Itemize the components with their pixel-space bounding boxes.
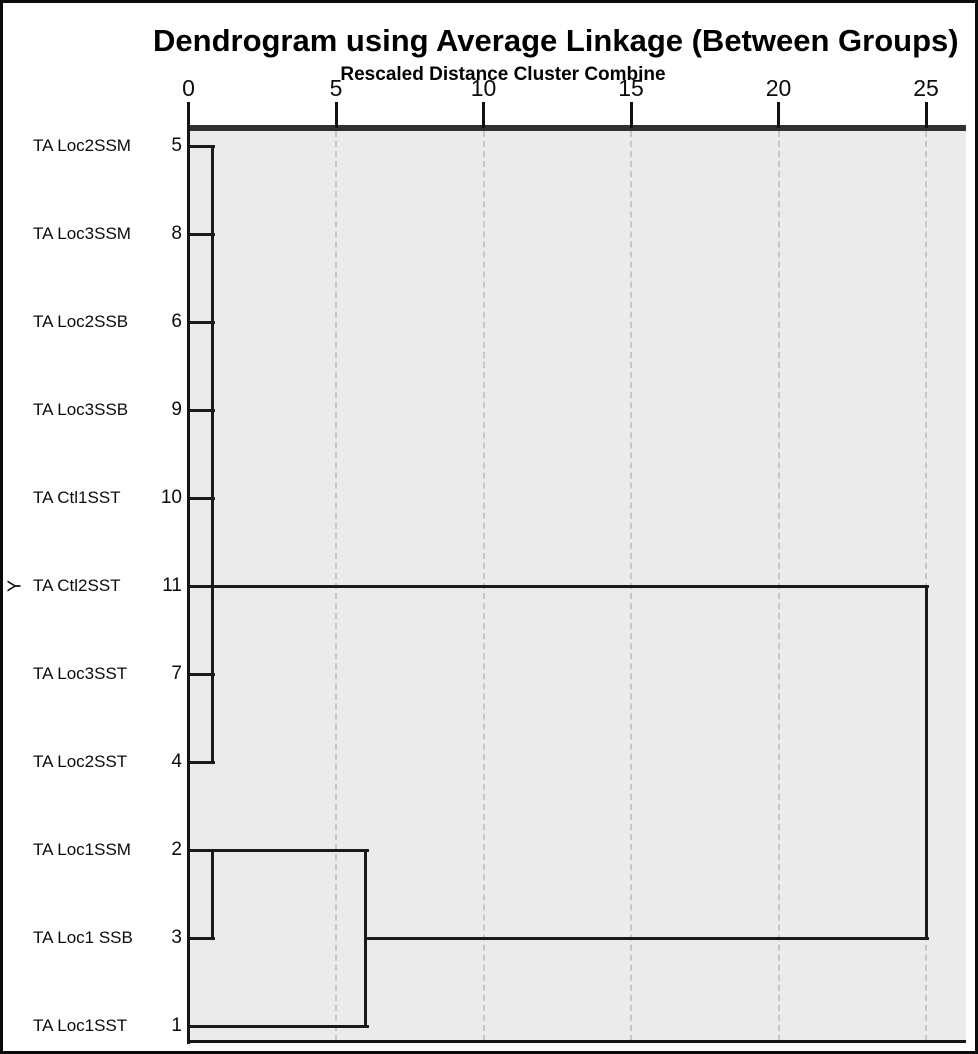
chart-title: Dendrogram using Average Linkage (Betwee…	[153, 23, 959, 58]
leaf-number: 1	[171, 1015, 182, 1036]
case-label: TA Loc1SST	[33, 1016, 128, 1035]
dendrogram-hline	[188, 672, 216, 676]
x-tick-mark	[777, 102, 780, 128]
dendrogram-hline	[188, 408, 216, 412]
case-label: TA Loc3SSB	[33, 400, 129, 419]
dendrogram-hline	[188, 496, 216, 500]
case-label: TA Loc2SST	[33, 752, 128, 771]
dendrogram-hline	[188, 144, 216, 148]
dendrogram-vline	[924, 584, 928, 940]
leaf-number: 4	[171, 751, 182, 772]
x-tick-label: 10	[470, 75, 497, 101]
dendrogram-vline	[210, 144, 214, 764]
dendrogram-hline	[188, 760, 216, 764]
case-label: TA Ctl1SST	[33, 488, 121, 507]
case-label: TA Loc1 SSB	[33, 928, 133, 947]
x-tick-mark	[482, 102, 485, 128]
dendrogram-hline	[365, 936, 929, 940]
plot-bottom-line	[187, 1040, 966, 1043]
leaf-number: 3	[171, 927, 182, 948]
x-tick-label: 25	[913, 75, 939, 101]
leaf-number: 7	[171, 663, 182, 684]
leaf-number: 5	[171, 135, 182, 156]
leaf-number: 6	[171, 311, 182, 332]
dendrogram-vline	[210, 848, 214, 940]
dendrogram-hline	[188, 320, 216, 324]
leaf-number: 9	[171, 399, 182, 420]
x-tick-label: 5	[329, 75, 343, 101]
x-tick-label: 20	[765, 75, 792, 101]
case-label: TA Loc3SSM	[33, 224, 131, 243]
dendrogram-hline	[188, 848, 369, 852]
dendrogram-hline	[188, 232, 216, 236]
leaf-number: 10	[160, 487, 182, 508]
case-label: TA Ctl2SST	[33, 576, 121, 595]
x-axis-bar	[187, 125, 966, 131]
dendrogram-hline	[188, 1024, 369, 1028]
x-tick-label: 15	[618, 75, 644, 101]
dendrogram-hline	[188, 584, 929, 588]
dendrogram-vline	[364, 848, 367, 1028]
leaf-number: 8	[171, 223, 182, 244]
case-label: TA Loc3SST	[33, 664, 128, 683]
case-label: TA Loc1SSM	[33, 840, 131, 859]
case-label: TA Loc2SSM	[33, 136, 131, 155]
x-tick-label: 0	[182, 75, 195, 101]
dendrogram-hline	[188, 936, 216, 940]
leaf-number: 2	[171, 839, 182, 860]
x-tick-mark	[334, 102, 338, 128]
leaf-number: 11	[162, 575, 182, 596]
x-tick-mark	[187, 102, 190, 128]
chart-subtitle: Rescaled Distance Cluster Combine	[340, 64, 666, 85]
x-tick-mark	[924, 102, 928, 128]
y-axis-label: Y	[4, 579, 25, 593]
case-label: TA Loc2SSB	[33, 312, 129, 331]
x-tick-mark	[629, 102, 633, 128]
